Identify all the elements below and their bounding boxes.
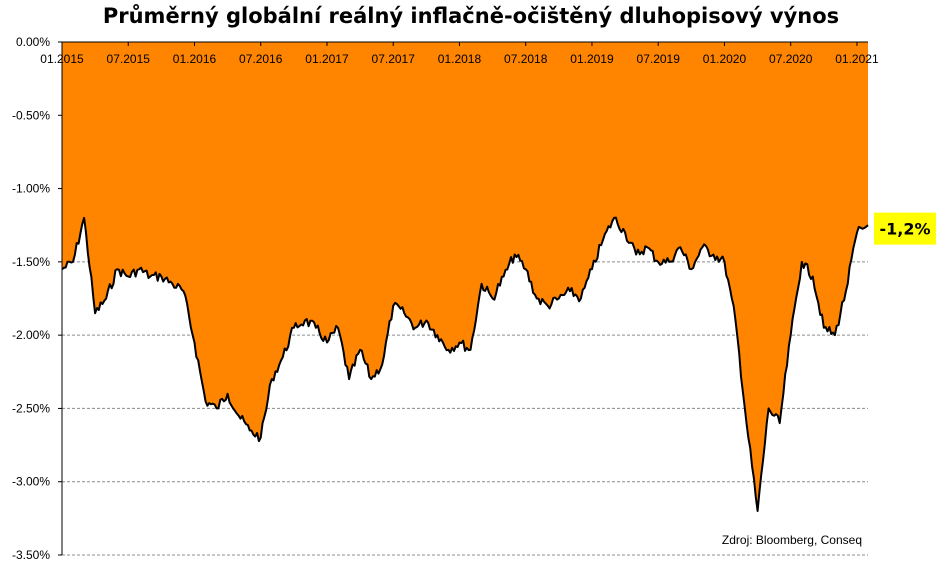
y-tick-label: -0.50% xyxy=(12,108,50,122)
value-callout-background xyxy=(874,212,936,245)
chart-title: Průměrný globální reálný inflačně-očiště… xyxy=(102,4,840,28)
x-tick-label: 07.2015 xyxy=(107,52,151,66)
y-tick-label: -3.00% xyxy=(12,475,50,489)
value-callout: -1,2% xyxy=(874,212,936,245)
y-tick-label: 0.00% xyxy=(16,35,50,49)
x-tick-label: 07.2018 xyxy=(504,52,548,66)
y-tick-label: -2.00% xyxy=(12,328,50,342)
x-tick-label: 01.2017 xyxy=(305,52,349,66)
x-tick-label: 01.2021 xyxy=(835,52,879,66)
y-tick-label: -1.50% xyxy=(12,255,50,269)
y-tick-label: -1.00% xyxy=(12,182,50,196)
source-note: Zdroj: Bloomberg, Conseq xyxy=(722,533,862,547)
x-tick-label: 07.2020 xyxy=(769,52,813,66)
x-tick-label: 01.2018 xyxy=(438,52,482,66)
y-tick-label: -3.50% xyxy=(12,548,50,562)
x-tick-label: 07.2017 xyxy=(372,52,416,66)
x-ticks: 01.2015 07.2015 01.2016 07.2016 01.2017 07.20… xyxy=(40,42,879,66)
x-tick-label: 01.2020 xyxy=(703,52,747,66)
y-ticks: 0.00% -0.50% -1.00% -1.50% -2.00% -2.50% -3.00… xyxy=(12,35,62,562)
area-fill xyxy=(62,42,868,511)
x-tick-label: 07.2019 xyxy=(637,52,681,66)
x-tick-label: 07.2016 xyxy=(239,52,283,66)
x-tick-label: 01.2019 xyxy=(570,52,614,66)
value-callout-label: -1,2% xyxy=(879,220,930,239)
y-tick-label: -2.50% xyxy=(12,401,50,415)
x-tick-label: 01.2015 xyxy=(40,52,84,66)
x-tick-label: 01.2016 xyxy=(173,52,217,66)
series-line xyxy=(61,216,869,512)
